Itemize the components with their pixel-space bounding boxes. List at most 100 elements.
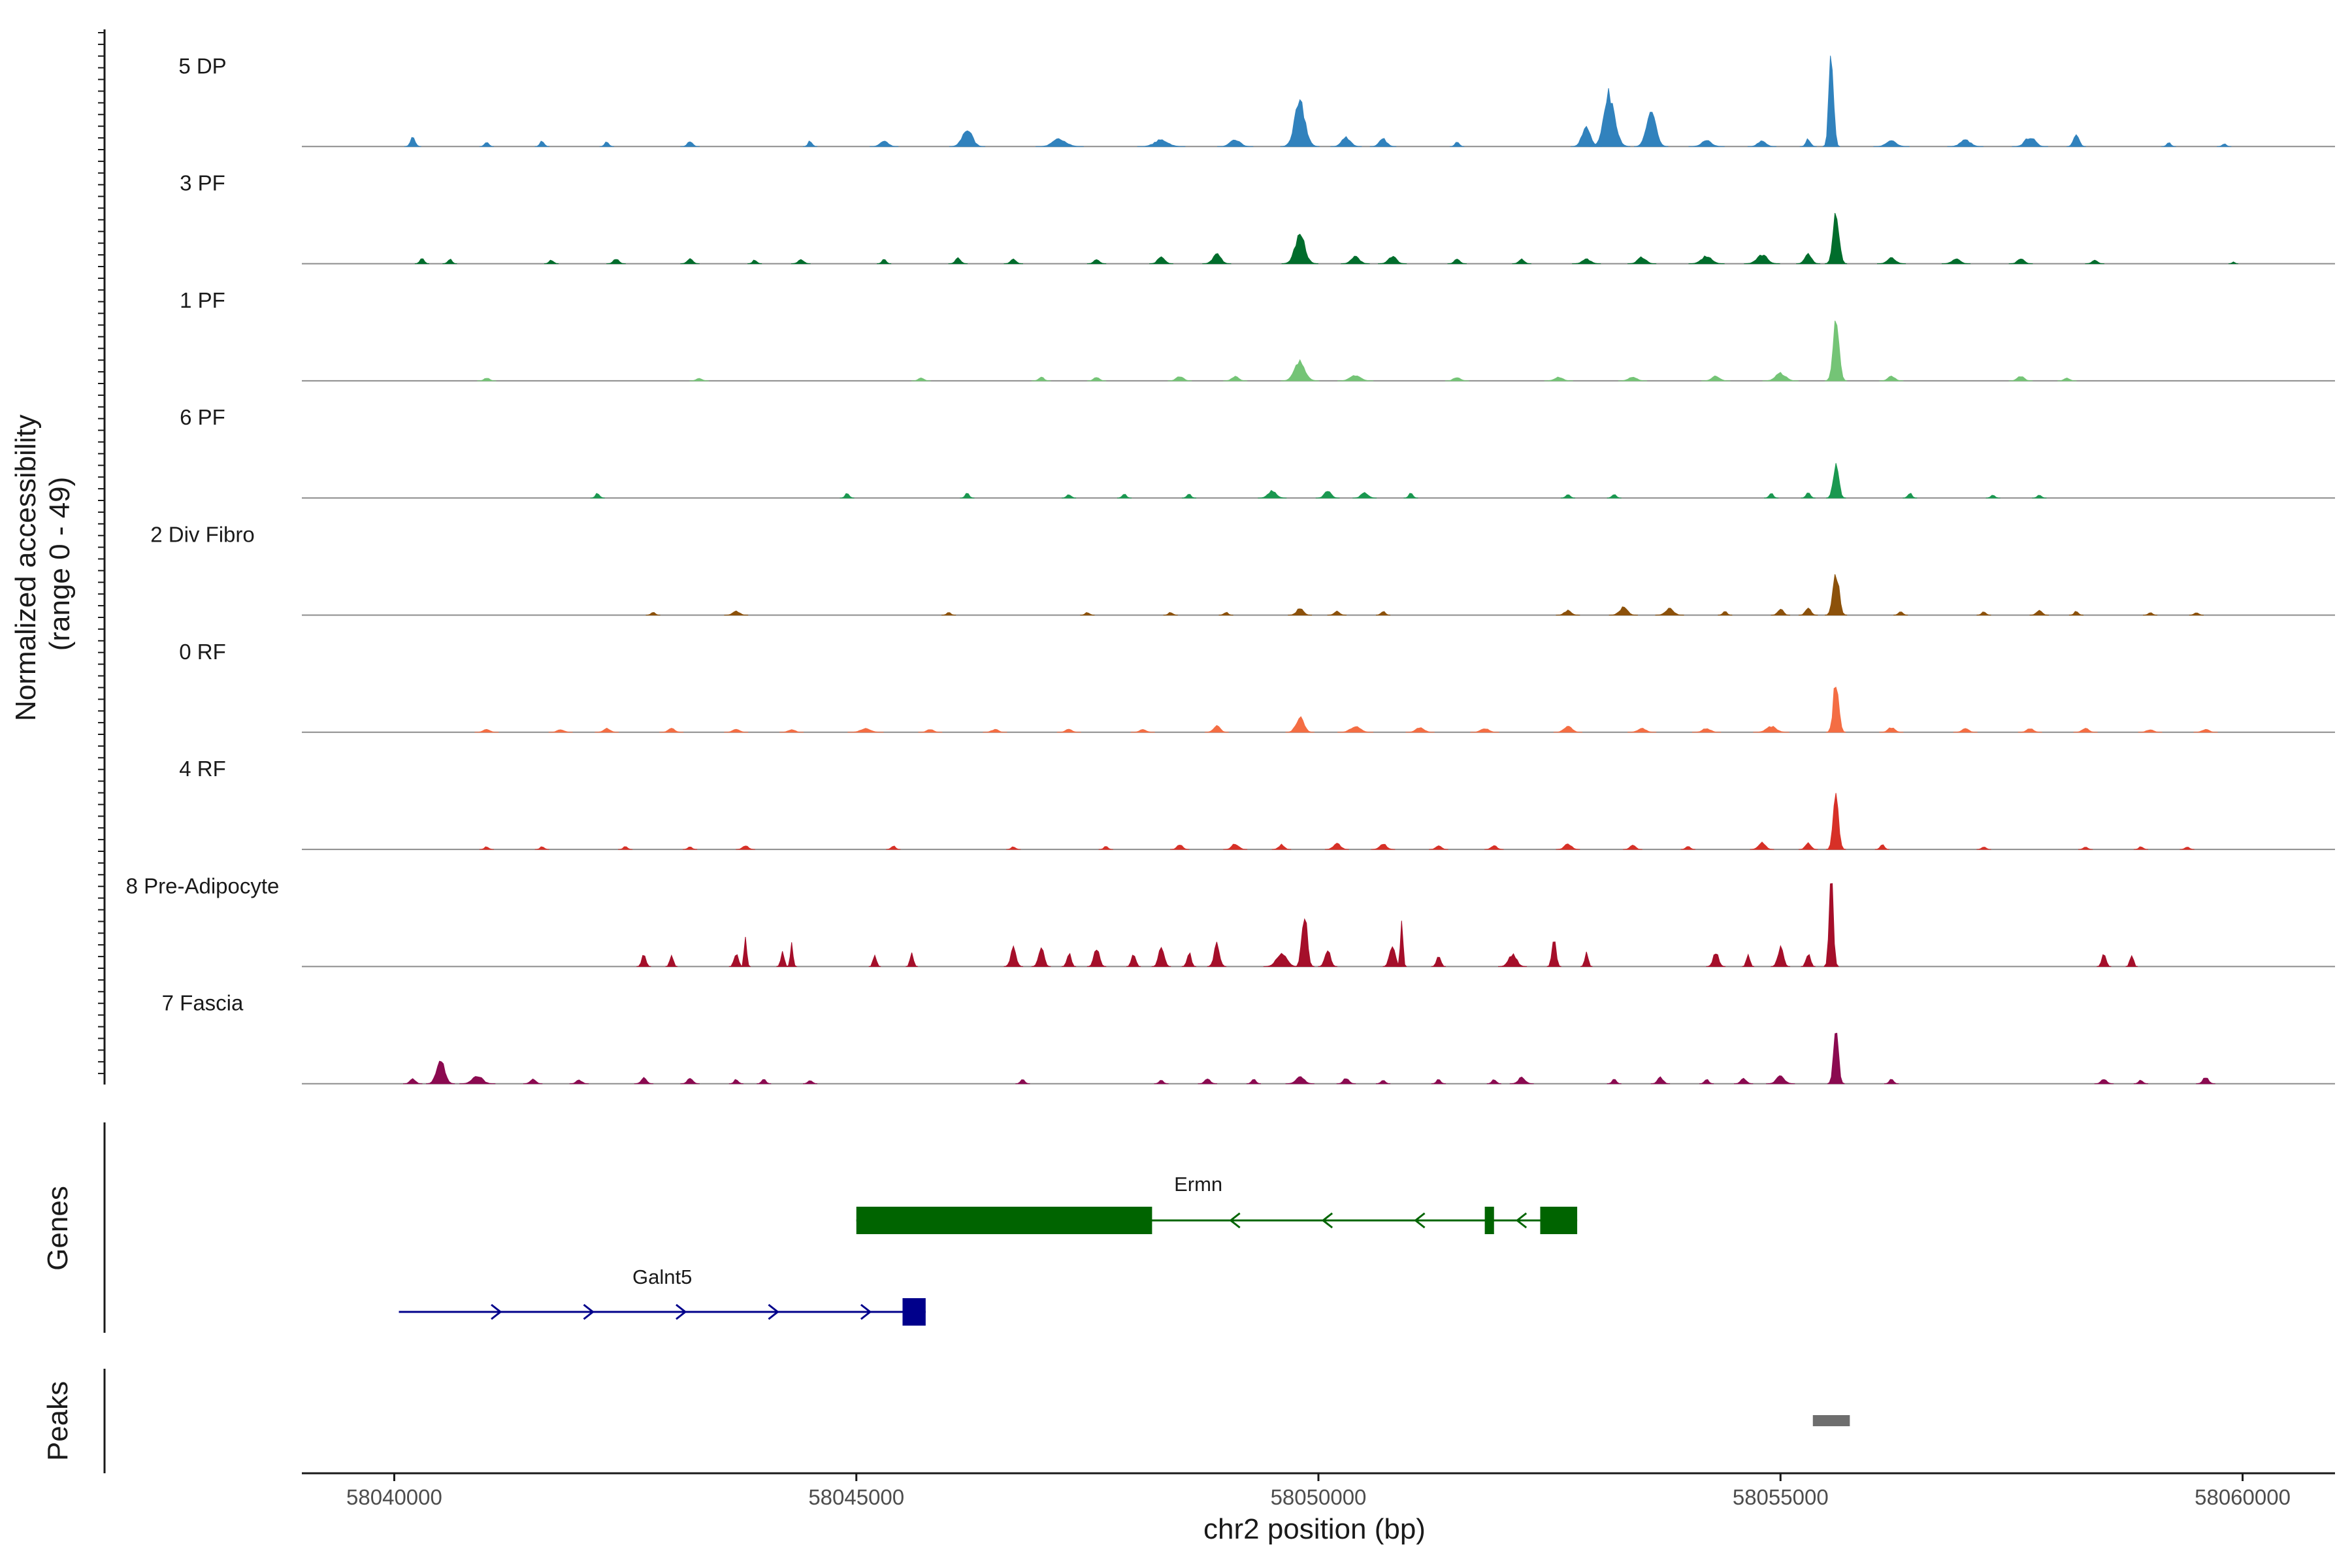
track-6: 0 RF	[179, 640, 2335, 733]
coverage-peak	[1801, 493, 1816, 498]
coverage-peak	[1004, 258, 1023, 265]
x-tick-label: 58040000	[346, 1485, 442, 1509]
coverage-peak	[2138, 729, 2163, 733]
coverage-peak	[1607, 1079, 1622, 1085]
coverage-peak	[1747, 140, 1777, 147]
coverage-peak	[1375, 611, 1391, 615]
coverage-peak	[1006, 846, 1021, 850]
gene-exon	[1540, 1207, 1578, 1234]
coverage-peak	[479, 142, 494, 147]
coverage-peak	[983, 728, 1007, 733]
coverage-peak	[1337, 375, 1374, 382]
y-axis-title-line2: (range 0 - 49)	[44, 477, 76, 651]
coverage-peak	[680, 1078, 700, 1085]
coverage-peak	[645, 612, 661, 615]
gene-galnt5: Galnt5	[399, 1266, 926, 1326]
coverage-peak	[1879, 727, 1904, 733]
coverage-peak	[1580, 951, 1593, 967]
coverage-peak	[1801, 954, 1816, 967]
strand-arrow	[676, 1303, 687, 1320]
coverage-peak	[1750, 841, 1774, 850]
coverage-peak	[2097, 954, 2112, 967]
coverage-peak	[2125, 955, 2138, 967]
coverage-peak	[1369, 138, 1397, 147]
coverage-peak	[1371, 843, 1396, 850]
coverage-peak	[1170, 844, 1190, 850]
track-4: 6 PF	[180, 405, 2335, 499]
gene-exon	[902, 1298, 926, 1326]
coverage-peak	[868, 954, 881, 967]
coverage-peak	[941, 612, 956, 615]
coverage-peak	[1764, 493, 1779, 498]
coverage-peak	[680, 141, 700, 147]
coverage-peak	[1258, 489, 1287, 498]
coverage-peak	[779, 729, 804, 733]
coverage-peak	[757, 1079, 772, 1085]
coverage-peak	[1445, 377, 1469, 382]
coverage-peak	[2032, 495, 2047, 498]
genes-track: Genes Ermn Galnt5	[42, 1122, 1578, 1333]
coverage-peak	[1825, 212, 1848, 265]
coverage-peak	[1680, 846, 1695, 850]
peak-region	[1812, 1415, 1850, 1426]
coverage-peak	[1061, 953, 1077, 967]
coverage-peak	[1218, 612, 1233, 615]
coverage-peak	[426, 1060, 455, 1085]
coverage-peak	[1879, 376, 1904, 382]
track-7: 4 RF	[179, 757, 2335, 851]
y-axis-left	[98, 29, 106, 1085]
coverage-peak	[2073, 728, 2098, 733]
coverage-peak	[634, 1077, 654, 1085]
coverage-peak	[1873, 140, 1910, 147]
coverage-peak	[1126, 955, 1141, 967]
coverage-peak	[2193, 728, 2218, 733]
coverage-peak	[1223, 376, 1248, 382]
coverage-peak	[534, 846, 549, 850]
strand-arrow	[1414, 1212, 1426, 1229]
coverage-peak	[659, 728, 684, 733]
coverage-peak	[1699, 1079, 1714, 1085]
coverage-peak	[1953, 728, 1978, 733]
coverage-peak	[1512, 258, 1531, 265]
strand-arrow	[1515, 1212, 1527, 1229]
coverage-peak	[1080, 612, 1095, 615]
coverage-peak	[1031, 376, 1051, 382]
strand-arrow	[491, 1303, 502, 1320]
coverage-peak	[736, 845, 755, 850]
coverage-peak	[1285, 716, 1315, 733]
y-axis-title-line1: Normalized accessibility	[10, 414, 42, 721]
coverage-peak	[747, 259, 762, 265]
coverage-peak	[1976, 612, 1991, 615]
coverage-peak	[1154, 1080, 1169, 1085]
track-label: 1 PF	[180, 288, 225, 312]
strand-arrow	[1321, 1212, 1333, 1229]
track-label: 6 PF	[180, 405, 225, 429]
coverage-peak	[1405, 727, 1435, 733]
coverage-peak	[2068, 611, 2084, 615]
coverage-peak	[402, 1078, 423, 1085]
coverage-peak	[595, 727, 619, 733]
coverage-peak	[1086, 949, 1107, 967]
x-axis-title: chr2 position (bp)	[1203, 1513, 1426, 1545]
coverage-peak	[1544, 376, 1573, 382]
coverage-peak	[1627, 728, 1657, 733]
coverage-peak	[1497, 953, 1527, 967]
coverage-peak	[1403, 493, 1418, 498]
coverage-peak	[1202, 253, 1232, 265]
coverage-peak	[404, 137, 421, 147]
coverage-peak	[1509, 1076, 1534, 1085]
coverage-peak	[1822, 56, 1840, 147]
coverage-peak	[1341, 255, 1370, 265]
coverage-peak	[840, 493, 855, 498]
track-label: 8 Pre-Adipocyte	[126, 874, 280, 898]
coverage-peak	[2012, 138, 2048, 147]
x-tick-label: 58045000	[808, 1485, 904, 1509]
strand-arrow	[583, 1303, 595, 1320]
coverage-peak	[599, 141, 614, 147]
coverage-peak	[1742, 953, 1755, 967]
coverage-peak	[1976, 847, 1991, 850]
coverage-peak	[2161, 142, 2176, 147]
coverage-peak	[1130, 728, 1155, 733]
coverage-peak	[1799, 138, 1817, 147]
x-tick-label: 58055000	[1733, 1485, 1829, 1509]
